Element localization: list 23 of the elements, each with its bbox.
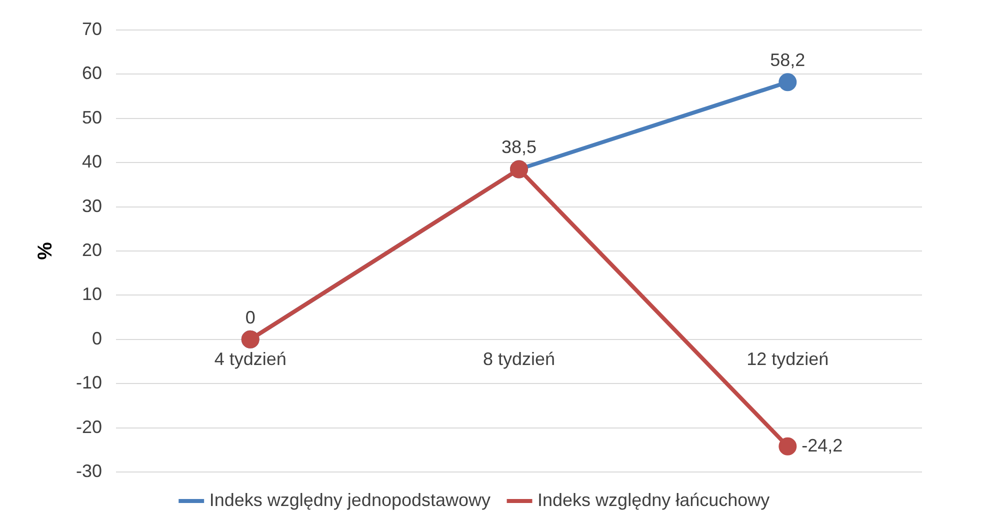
legend-label: Indeks względny łańcuchowy — [538, 490, 770, 510]
y-axis-title: % — [34, 242, 57, 260]
data-label: 0 — [245, 307, 256, 328]
data-label: 58,2 — [770, 50, 806, 70]
x-tick-label: 12 tydzień — [746, 349, 829, 370]
y-tick-label: 60 — [82, 63, 102, 84]
y-tick-label: 30 — [82, 196, 102, 216]
y-tick-label: 70 — [82, 18, 102, 39]
y-tick-label: -10 — [76, 372, 102, 393]
y-tick-label: 40 — [82, 152, 102, 172]
point — [778, 437, 797, 456]
x-tick-label: 4 tydzień — [214, 349, 286, 370]
y-tick-label: 0 — [92, 328, 102, 348]
y-tick-label: -20 — [76, 416, 102, 437]
y-tick-label: 50 — [82, 107, 102, 128]
y-tick-label: -30 — [76, 460, 102, 481]
point — [778, 73, 797, 92]
y-tick-label: 20 — [82, 240, 102, 260]
x-tick-label: 8 tydzień — [482, 349, 556, 370]
data-label: -24,2 — [802, 435, 843, 456]
data-label: 38,5 — [501, 137, 537, 158]
legend-label: Indeks względny jednopodstawowy — [209, 490, 491, 510]
y-tick-label: 10 — [82, 284, 102, 304]
